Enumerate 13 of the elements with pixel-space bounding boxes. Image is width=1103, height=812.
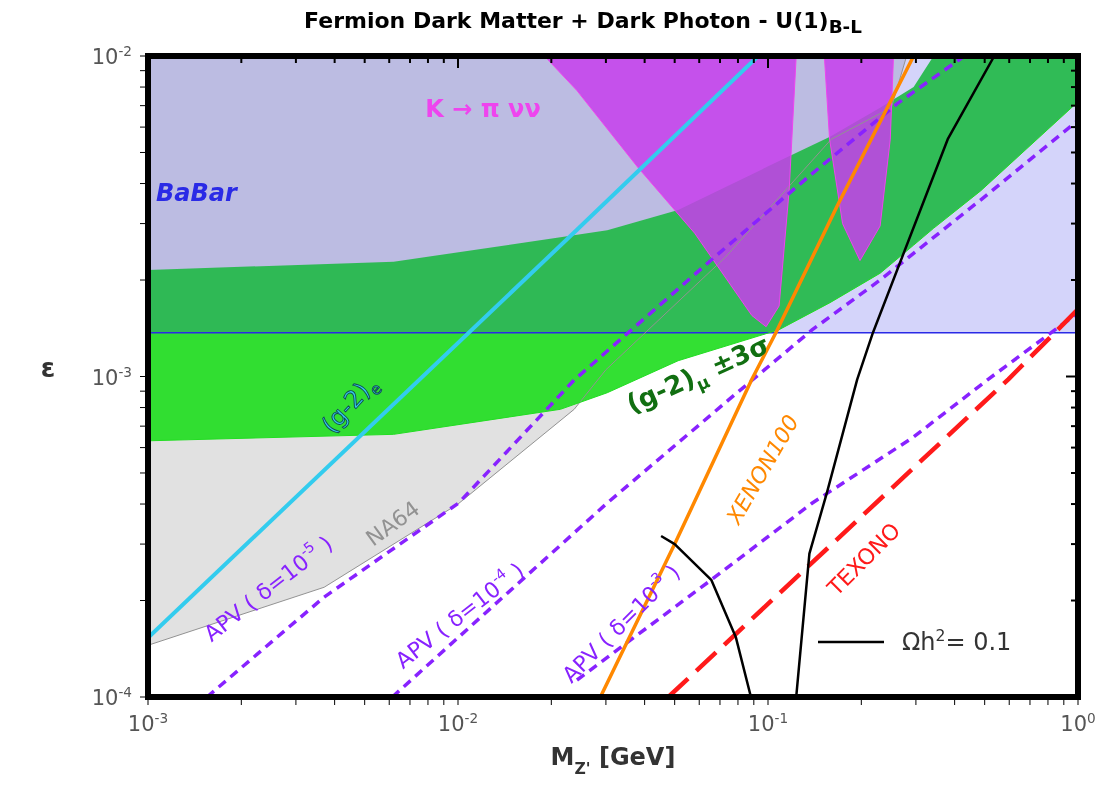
y-tick-label: 10$^{-3}$: [91, 363, 132, 390]
x-tick-label: 10$^{-1}$: [747, 710, 789, 736]
y-tick-label: 10$^{-2}$: [91, 43, 132, 69]
y-tick-label: 10$^{-4}$: [91, 684, 132, 710]
y-axis-title: ε: [40, 352, 56, 383]
x-axis-title: M$_{Z'}$ [GeV]: [550, 743, 676, 778]
chart-title: Fermion Dark Matter + Dark Photon - U(1)$_{B-L}$: [303, 8, 863, 38]
series-label: K → π νν: [425, 94, 541, 123]
legend-label: Ωh$^{2}$= 0.1: [902, 627, 1012, 656]
x-tick-label: 10$^{-3}$: [127, 710, 169, 736]
band-label: BaBar: [156, 179, 239, 208]
x-tick-label: 10$^{0}$: [1060, 710, 1096, 736]
x-tick-label: 10$^{-2}$: [437, 710, 479, 736]
